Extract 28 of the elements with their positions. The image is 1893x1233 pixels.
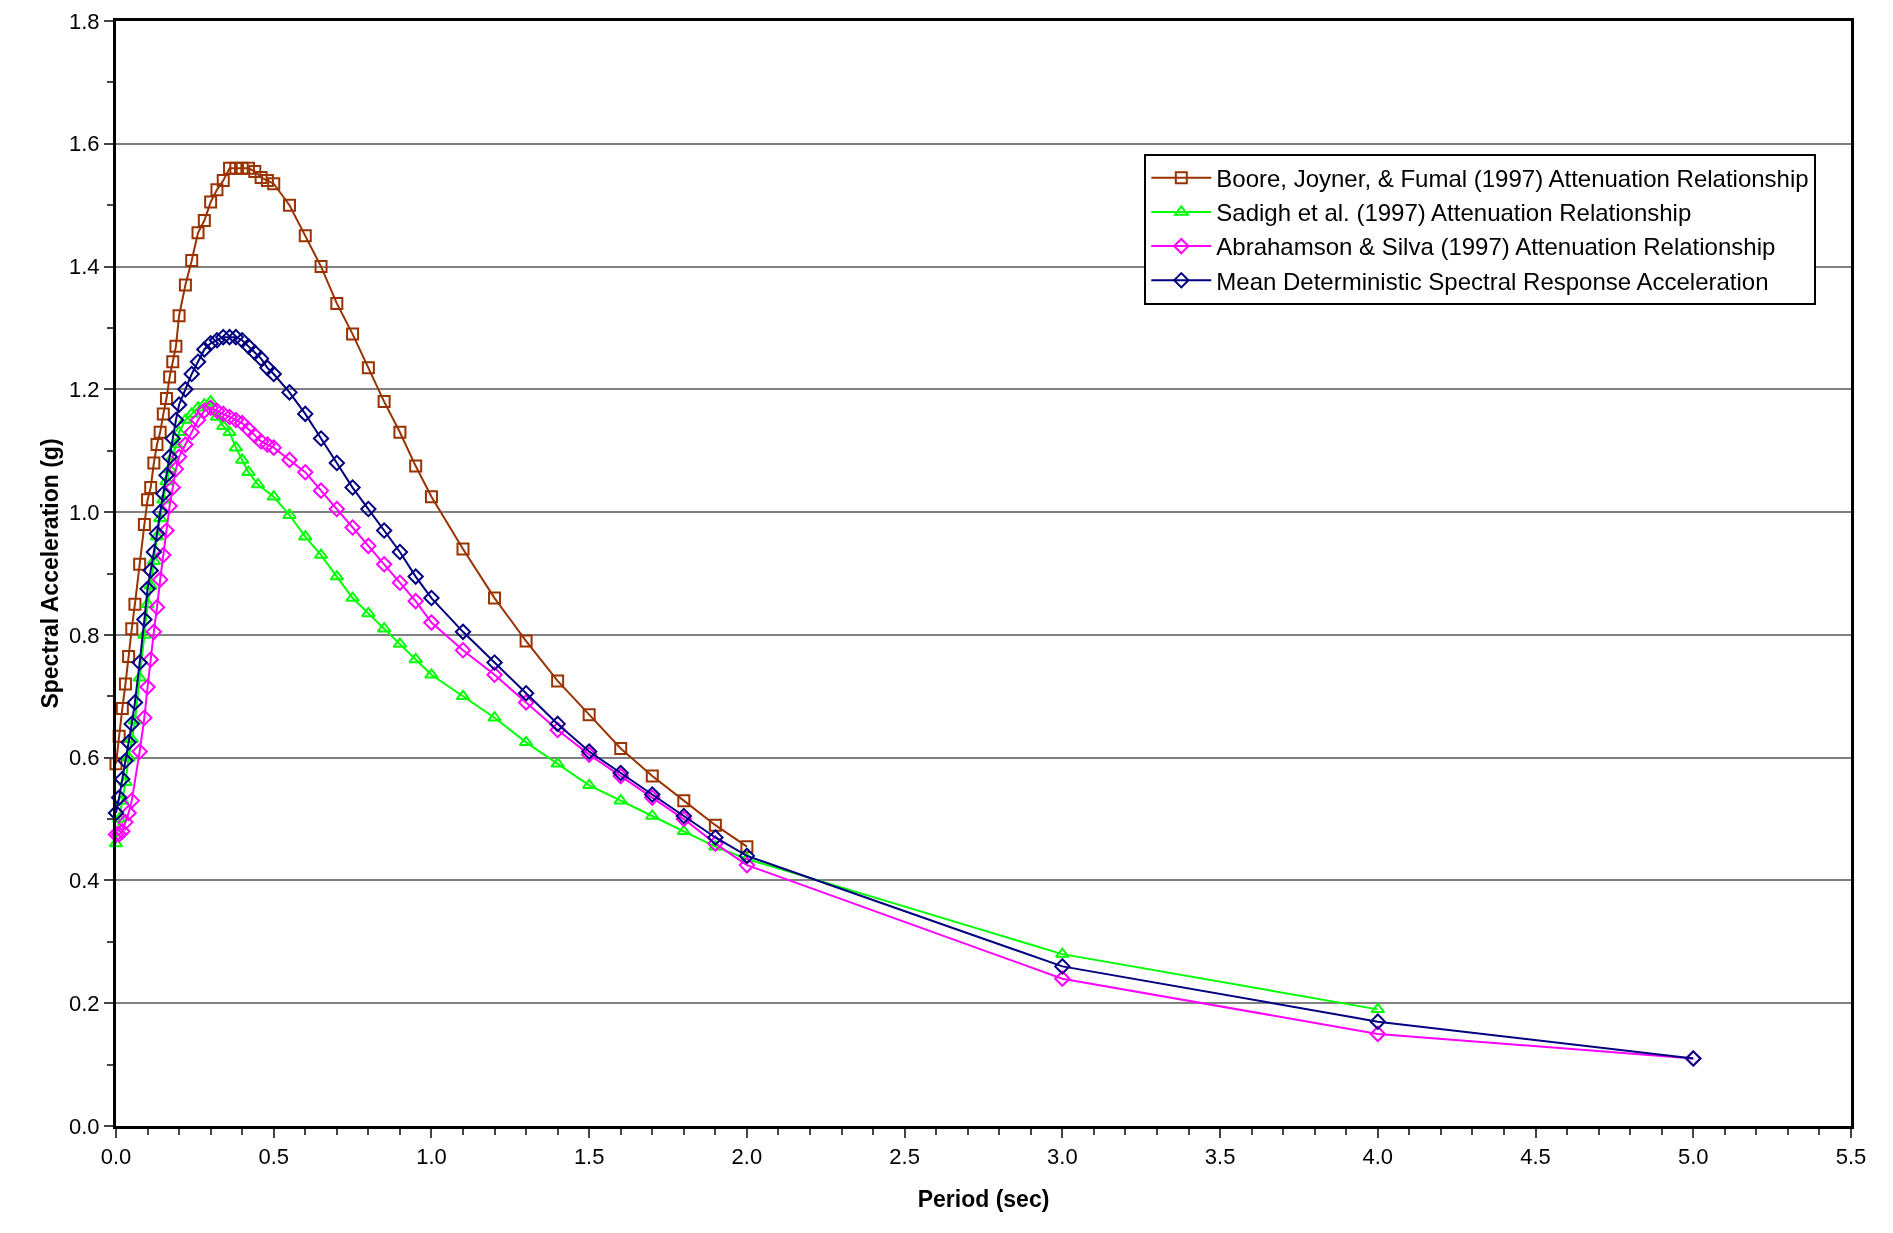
y-tick-label: 1.0 <box>69 499 100 525</box>
x-tick-label: 1.0 <box>416 1144 447 1170</box>
y-tick-label: 1.2 <box>69 377 100 403</box>
y-tick-label: 0.6 <box>69 745 100 771</box>
y-tick-label: 1.4 <box>69 254 100 280</box>
legend-label: Mean Deterministic Spectral Response Acceleration <box>1216 267 1769 295</box>
y-tick-label: 0.8 <box>69 622 100 648</box>
legend-label: Abrahamson & Silva (1997) Attenuation Relationship <box>1216 233 1776 261</box>
y-axis-title: Spectral Acceleration (g) <box>37 438 63 709</box>
x-axis-title: Period (sec) <box>917 1186 1050 1212</box>
y-tick-label: 0.4 <box>69 868 100 894</box>
x-tick-label: 5.5 <box>1835 1144 1867 1170</box>
x-tick-label: 4.0 <box>1362 1144 1394 1170</box>
x-tick-label: 0.5 <box>258 1144 290 1170</box>
x-tick-label: 4.5 <box>1520 1144 1551 1170</box>
x-tick-label: 2.5 <box>889 1144 920 1170</box>
x-tick-label: 1.5 <box>573 1144 605 1170</box>
x-tick-label: 3.0 <box>1047 1144 1078 1170</box>
y-tick-label: 0.0 <box>69 1113 100 1139</box>
y-tick-label: 0.2 <box>69 990 100 1016</box>
x-tick-label: 5.0 <box>1677 1144 1709 1170</box>
y-tick-label: 1.6 <box>69 131 100 157</box>
x-tick-label: 3.5 <box>1204 1144 1236 1170</box>
y-tick-label: 1.8 <box>69 8 100 34</box>
x-tick-label: 2.0 <box>731 1144 763 1170</box>
x-tick-label: 0.0 <box>100 1144 132 1170</box>
legend-label: Sadigh et al. (1997) Attenuation Relationship <box>1216 199 1692 227</box>
legend-label: Boore, Joyner, & Fumal (1997) Attenuation Relationship <box>1216 165 1809 193</box>
